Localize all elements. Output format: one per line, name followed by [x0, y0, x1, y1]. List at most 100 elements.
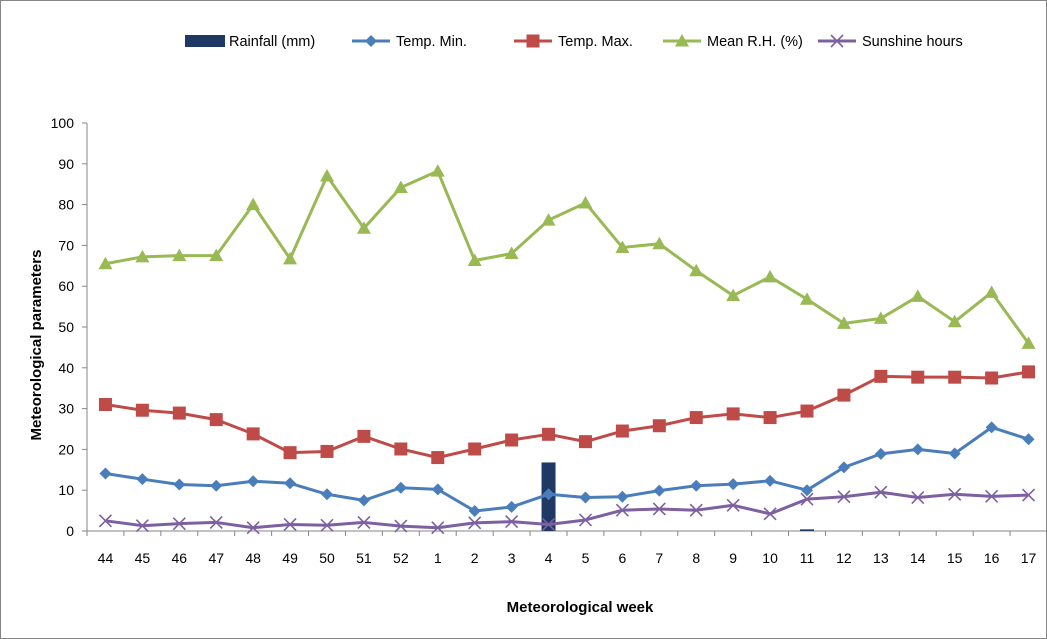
- y-tick-label: 90: [58, 156, 74, 172]
- temp-max-point: [98, 398, 112, 412]
- sunshine-hours-point: [578, 513, 593, 527]
- x-tick-label: 15: [947, 550, 963, 566]
- x-tick-label: 16: [984, 550, 1000, 566]
- y-tick-label: 80: [58, 197, 74, 213]
- mean-r-h-line: [105, 169, 1030, 345]
- mean-r-h-point: [356, 221, 371, 234]
- x-tick-label: 46: [172, 550, 188, 566]
- x-marker-stroke: [468, 516, 482, 530]
- temp-min-point: [542, 488, 555, 501]
- x-tick-label: 11: [800, 550, 815, 566]
- mean-r-h-point: [430, 164, 445, 177]
- x-marker-stroke: [98, 514, 113, 528]
- temp-max-point: [578, 435, 592, 449]
- sunshine-hours-point: [689, 503, 703, 517]
- x-marker-stroke: [615, 503, 629, 517]
- temp-max-point: [763, 411, 777, 425]
- sunshine-hours-point: [468, 516, 482, 530]
- legend-marker: [365, 35, 377, 47]
- mean-r-h-point: [393, 180, 408, 193]
- x-tick-label: 7: [655, 550, 663, 566]
- legend-swatch: [185, 35, 225, 47]
- x-axis-title: Meteorological week: [507, 599, 654, 616]
- y-tick-label: 10: [58, 482, 74, 498]
- mean-r-h-point: [246, 197, 261, 211]
- sunshine-hours-point: [98, 514, 113, 528]
- legend-label: Temp. Min.: [396, 34, 467, 50]
- sunshine-hours-point: [283, 517, 297, 532]
- mean-r-h-point: [1021, 336, 1036, 349]
- x-marker-stroke: [172, 517, 186, 531]
- x-marker-stroke: [431, 521, 445, 535]
- temp-max-point: [911, 370, 925, 384]
- legend: Rainfall (mm) Temp. Min. Temp. Max. Mean R.…: [185, 34, 963, 50]
- mean-r-h-point: [504, 246, 519, 260]
- mean-r-h-point: [578, 195, 593, 209]
- temp-max-point: [689, 411, 703, 425]
- sunshine-hours-point: [320, 518, 334, 532]
- temp-min-point: [321, 488, 333, 501]
- mean-r-h-point: [873, 311, 888, 324]
- x-tick-label: 6: [618, 550, 626, 566]
- temp-min-point: [247, 475, 260, 488]
- temp-min-line: [105, 425, 1029, 513]
- x-tick-label: 14: [910, 550, 926, 566]
- x-marker-stroke: [689, 503, 703, 517]
- mean-r-h-point: [320, 169, 334, 182]
- legend-item-mean-r-h: Mean R.H. (%): [663, 34, 803, 50]
- temp-max-point: [468, 442, 482, 456]
- temp-min-point: [911, 443, 924, 456]
- x-tick-label: 47: [208, 550, 224, 566]
- sunshine-hours-point: [357, 515, 371, 529]
- temp-max-point: [800, 404, 814, 418]
- x-tick-label: 50: [319, 550, 335, 566]
- temp-max-point: [874, 369, 888, 383]
- temp-max-point: [357, 429, 371, 443]
- x-marker-stroke: [985, 489, 999, 503]
- y-tick-label: 70: [58, 237, 74, 253]
- temp-min-point: [1022, 433, 1035, 446]
- legend-label: Rainfall (mm): [229, 34, 315, 50]
- rainfall-bar: [800, 529, 814, 531]
- temp-max-point: [542, 427, 556, 441]
- temp-max-point: [431, 451, 445, 465]
- temp-max-point: [615, 424, 629, 438]
- temp-min-point: [357, 494, 370, 507]
- sunshine-hours-point: [431, 521, 445, 535]
- temp-max-point: [1022, 365, 1036, 379]
- x-tick-label: 3: [508, 550, 516, 566]
- legend-marker: [830, 34, 844, 48]
- x-marker-stroke: [394, 519, 408, 533]
- legend-item-sunshine-hours: Sunshine hours: [818, 34, 963, 50]
- mean-r-h-point: [283, 251, 298, 265]
- temp-min-point: [468, 505, 481, 518]
- legend-marker: [675, 34, 689, 47]
- temp-min-point: [985, 421, 998, 434]
- x-marker-stroke: [578, 513, 593, 527]
- x-tick-label: 10: [762, 550, 778, 566]
- temp-min-point: [653, 484, 666, 497]
- temp-min-point: [616, 490, 629, 503]
- legend-label: Sunshine hours: [862, 34, 963, 50]
- temp-min-point: [727, 478, 740, 491]
- x-marker-stroke: [209, 515, 223, 529]
- sunshine-hours-point: [874, 485, 888, 499]
- x-tick-label: 2: [471, 550, 479, 566]
- sunshine-hours-point: [246, 521, 260, 535]
- sunshine-hours-point: [135, 519, 149, 533]
- temp-max-point: [246, 427, 260, 441]
- mean-r-h-point: [800, 292, 814, 305]
- mean-r-h-point: [652, 236, 667, 250]
- x-tick-label: 17: [1021, 550, 1037, 566]
- x-tick-label: 49: [282, 550, 298, 566]
- x-marker-stroke: [283, 517, 297, 532]
- temp-min-point: [579, 491, 592, 504]
- x-marker-stroke: [135, 519, 149, 533]
- x-tick-label: 5: [582, 550, 590, 566]
- temp-min-point: [948, 447, 961, 460]
- y-tick-label: 30: [58, 401, 74, 417]
- y-tick-label: 40: [58, 360, 74, 376]
- x-tick-label: 13: [873, 550, 889, 566]
